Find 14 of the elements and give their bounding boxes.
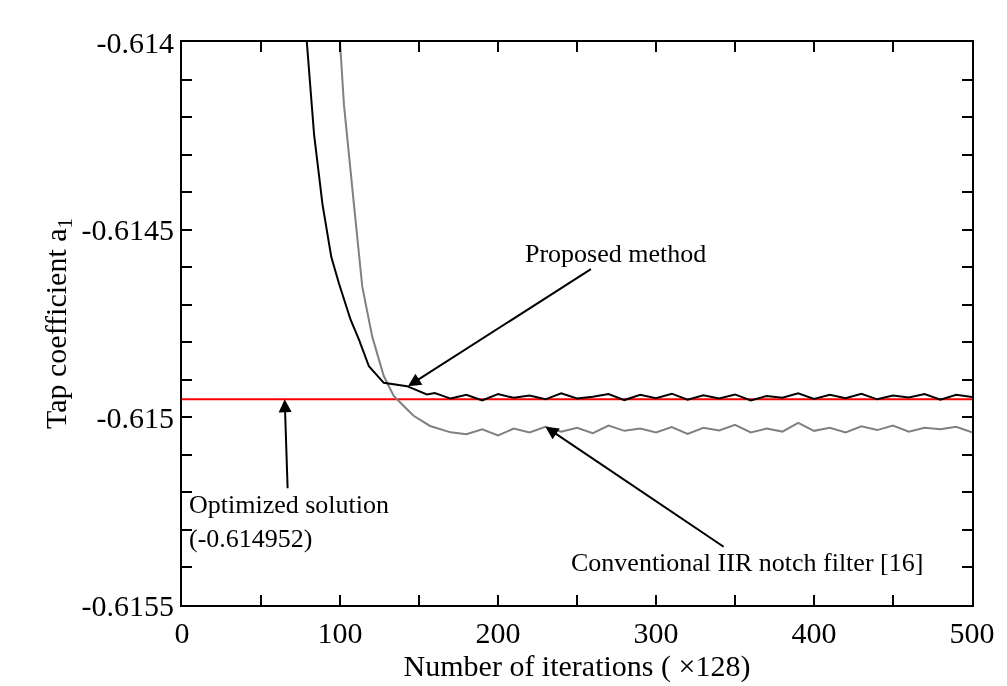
annotation: Optimized solution (-0.614952) <box>189 490 390 553</box>
x-tick-label: 200 <box>475 616 521 649</box>
annotation: Proposed method <box>525 239 707 268</box>
x-tick-label: 100 <box>317 616 363 649</box>
annotation: Conventional IIR notch filter [16] <box>571 548 924 577</box>
y-tick-label: -0.614 <box>96 25 174 59</box>
x-axis-title: Number of iterations ( ×128) <box>403 649 751 683</box>
x-tick-label: 400 <box>791 616 837 649</box>
x-tick-label: 0 <box>174 616 190 649</box>
y-tick-label: -0.6155 <box>81 588 174 622</box>
y-tick-label: -0.6145 <box>81 213 174 247</box>
x-tick-label: 500 <box>949 616 995 649</box>
y-tick-label: -0.615 <box>96 400 174 434</box>
x-tick-label: 300 <box>633 616 679 649</box>
